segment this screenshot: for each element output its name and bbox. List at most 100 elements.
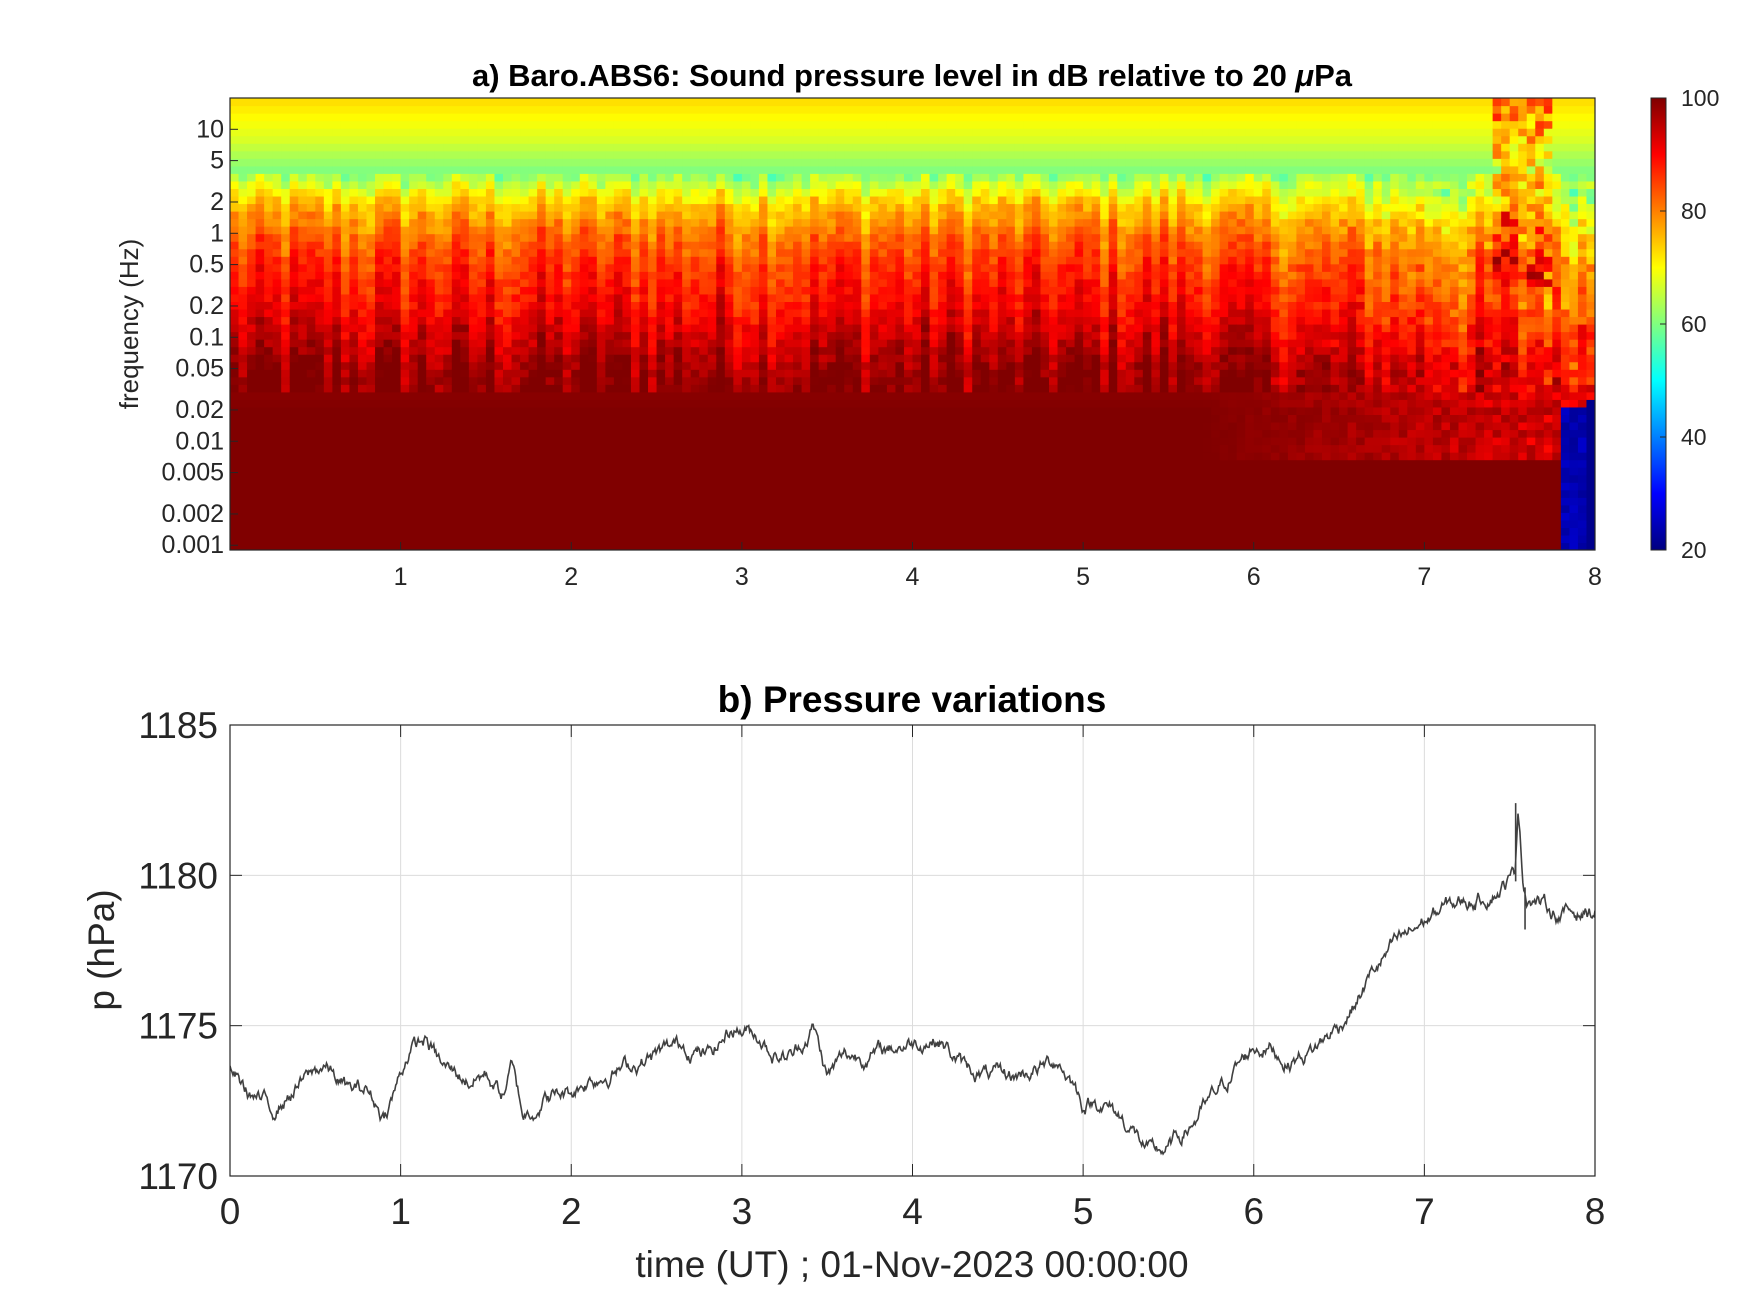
heatmap-cell	[682, 286, 692, 295]
heatmap-cell	[801, 444, 811, 453]
heatmap-cell	[443, 293, 453, 302]
heatmap-cell	[289, 256, 299, 265]
heatmap-cell	[733, 278, 743, 287]
heatmap-cell	[878, 248, 888, 257]
heatmap-cell	[750, 113, 760, 122]
heatmap-cell	[810, 256, 820, 265]
heatmap-cell	[306, 437, 316, 446]
heatmap-cell	[818, 414, 828, 423]
heatmap-cell	[349, 316, 359, 325]
heatmap-cell	[733, 361, 743, 370]
heatmap-cell	[255, 248, 265, 257]
heatmap-cell	[298, 399, 308, 408]
heatmap-cell	[682, 474, 692, 483]
heatmap-cell	[375, 188, 385, 197]
heatmap-cell	[238, 98, 248, 107]
heatmap-cell	[861, 180, 871, 189]
heatmap-cell	[511, 361, 521, 370]
heatmap-cell	[784, 527, 794, 536]
heatmap-cell	[673, 399, 683, 408]
heatmap-cell	[571, 534, 581, 544]
heatmap-cell	[784, 203, 794, 212]
heatmap-cell	[238, 497, 248, 506]
heatmap-cell	[443, 391, 453, 400]
heatmap-cell	[690, 180, 700, 189]
heatmap-cell	[827, 248, 837, 257]
heatmap-cell	[434, 278, 444, 287]
heatmap-cell	[716, 263, 726, 272]
heatmap-cell	[281, 346, 291, 355]
heatmap-cell	[673, 459, 683, 468]
heatmap-cell	[886, 444, 897, 453]
heatmap-cell	[878, 391, 888, 400]
heatmap-cell	[426, 316, 436, 325]
heatmap-cell	[238, 195, 248, 205]
heatmap-cell	[323, 226, 333, 235]
heatmap-cell	[699, 293, 709, 302]
heatmap-cell	[895, 128, 905, 137]
heatmap-cell	[485, 346, 496, 355]
heatmap-cell	[613, 180, 624, 189]
heatmap-cell	[434, 308, 444, 318]
heatmap-cell	[247, 399, 257, 408]
heatmap-cell	[852, 527, 862, 536]
heatmap-cell	[443, 316, 453, 325]
heatmap-cell	[494, 293, 504, 302]
heatmap-cell	[613, 452, 624, 461]
heatmap-cell	[511, 271, 521, 280]
heatmap-cell	[596, 180, 606, 189]
heatmap-cell	[281, 256, 291, 265]
heatmap-cell	[579, 256, 589, 265]
heatmap-cell	[869, 474, 879, 483]
heatmap-cell	[878, 429, 888, 438]
heatmap-cell	[724, 211, 734, 220]
heatmap-cell	[673, 512, 683, 521]
heatmap-cell	[571, 399, 581, 408]
heatmap-cell	[417, 195, 427, 205]
heatmap-cell	[861, 248, 871, 257]
heatmap-cell	[528, 369, 538, 378]
heatmap-cell	[528, 376, 538, 385]
heatmap-cell	[758, 150, 769, 159]
heatmap-cell	[758, 527, 769, 536]
heatmap-cell	[392, 301, 402, 310]
heatmap-cell	[912, 256, 922, 265]
heatmap-cell	[579, 361, 589, 370]
heatmap-cell	[596, 113, 606, 122]
heatmap-cell	[272, 158, 282, 167]
heatmap-cell	[588, 278, 598, 287]
heatmap-cell	[921, 542, 931, 550]
heatmap-cell	[767, 226, 777, 235]
heatmap-cell	[434, 301, 444, 310]
heatmap-cell	[724, 218, 734, 227]
heatmap-cell	[690, 437, 700, 446]
heatmap-cell	[537, 256, 547, 265]
heatmap-cell	[741, 361, 752, 370]
heatmap-cell	[648, 437, 658, 446]
heatmap-cell	[409, 308, 419, 318]
heatmap-cell	[673, 98, 683, 107]
heatmap-cell	[451, 504, 461, 513]
heatmap-cell	[648, 421, 658, 431]
heatmap-cell	[281, 105, 291, 114]
heatmap-cell	[630, 474, 641, 483]
heatmap-cell	[272, 346, 282, 355]
heatmap-cell	[861, 406, 871, 415]
heatmap-cell	[528, 316, 538, 325]
heatmap-cell	[810, 120, 820, 129]
heatmap-cell	[605, 241, 615, 250]
heatmap-cell	[494, 150, 504, 159]
heatmap-cell	[639, 203, 649, 212]
heatmap-cell	[596, 271, 606, 280]
heatmap-cell	[605, 437, 615, 446]
heatmap-cell	[903, 195, 914, 205]
heatmap-cell	[793, 180, 803, 189]
heatmap-cell	[503, 188, 513, 197]
heatmap-cell	[400, 512, 410, 521]
heatmap-cell	[801, 195, 811, 205]
heatmap-cell	[332, 474, 342, 483]
heatmap-cell	[810, 527, 820, 536]
heatmap-cell	[921, 271, 931, 280]
heatmap-cell	[596, 211, 606, 220]
heatmap-cell	[767, 384, 777, 393]
